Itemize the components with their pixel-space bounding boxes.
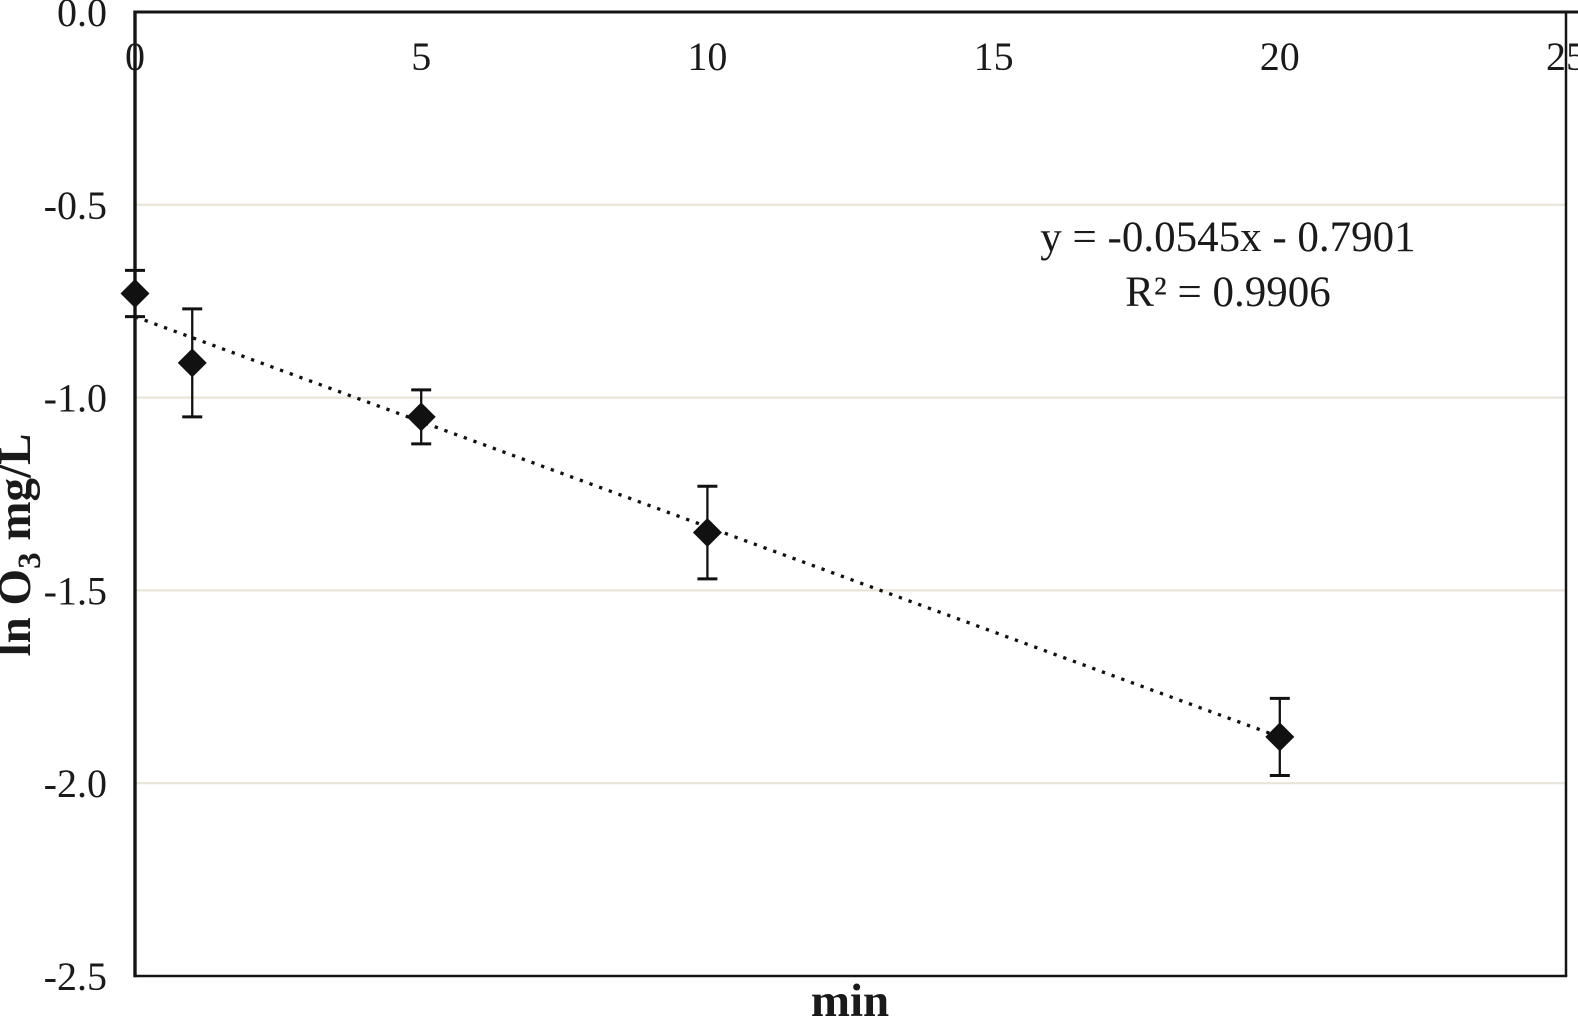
y-tick-label: -2.0 [44, 761, 107, 806]
y-tick-label: 0.0 [57, 0, 107, 35]
y-tick-label: -1.5 [44, 568, 107, 613]
y-tick-label: -0.5 [44, 183, 107, 228]
x-axis-tick-labels: 0 5 10 15 20 25 [125, 34, 1578, 79]
x-tick-label: 20 [1260, 34, 1300, 79]
gridlines [135, 203, 1566, 785]
plot-border [133, 10, 1578, 978]
data-series [120, 268, 1295, 777]
equation-annotation: y = -0.0545x - 0.7901 R² = 0.9906 [1040, 214, 1415, 316]
data-point-marker [120, 278, 150, 308]
x-tick-label: 10 [687, 34, 727, 79]
y-axis-title: ln O3 mg/L [0, 434, 48, 657]
x-axis-title: min [811, 975, 889, 1023]
x-tick-label: 5 [411, 34, 431, 79]
y-tick-label: -2.5 [44, 954, 107, 999]
data-point-marker [1265, 722, 1295, 752]
data-point-marker [406, 402, 436, 432]
r-squared-text: R² = 0.9906 [1125, 269, 1331, 316]
y-tick-label: -1.0 [44, 376, 107, 421]
data-point-marker [692, 518, 722, 548]
x-tick-label: 25 [1546, 34, 1578, 79]
trendline-equation-text: y = -0.0545x - 0.7901 [1040, 214, 1415, 261]
y-axis-tick-labels: 0.0 -0.5 -1.0 -1.5 -2.0 -2.5 [44, 0, 107, 999]
x-tick-label: 0 [125, 34, 145, 79]
x-tick-label: 15 [974, 34, 1014, 79]
data-point-marker [177, 348, 207, 378]
